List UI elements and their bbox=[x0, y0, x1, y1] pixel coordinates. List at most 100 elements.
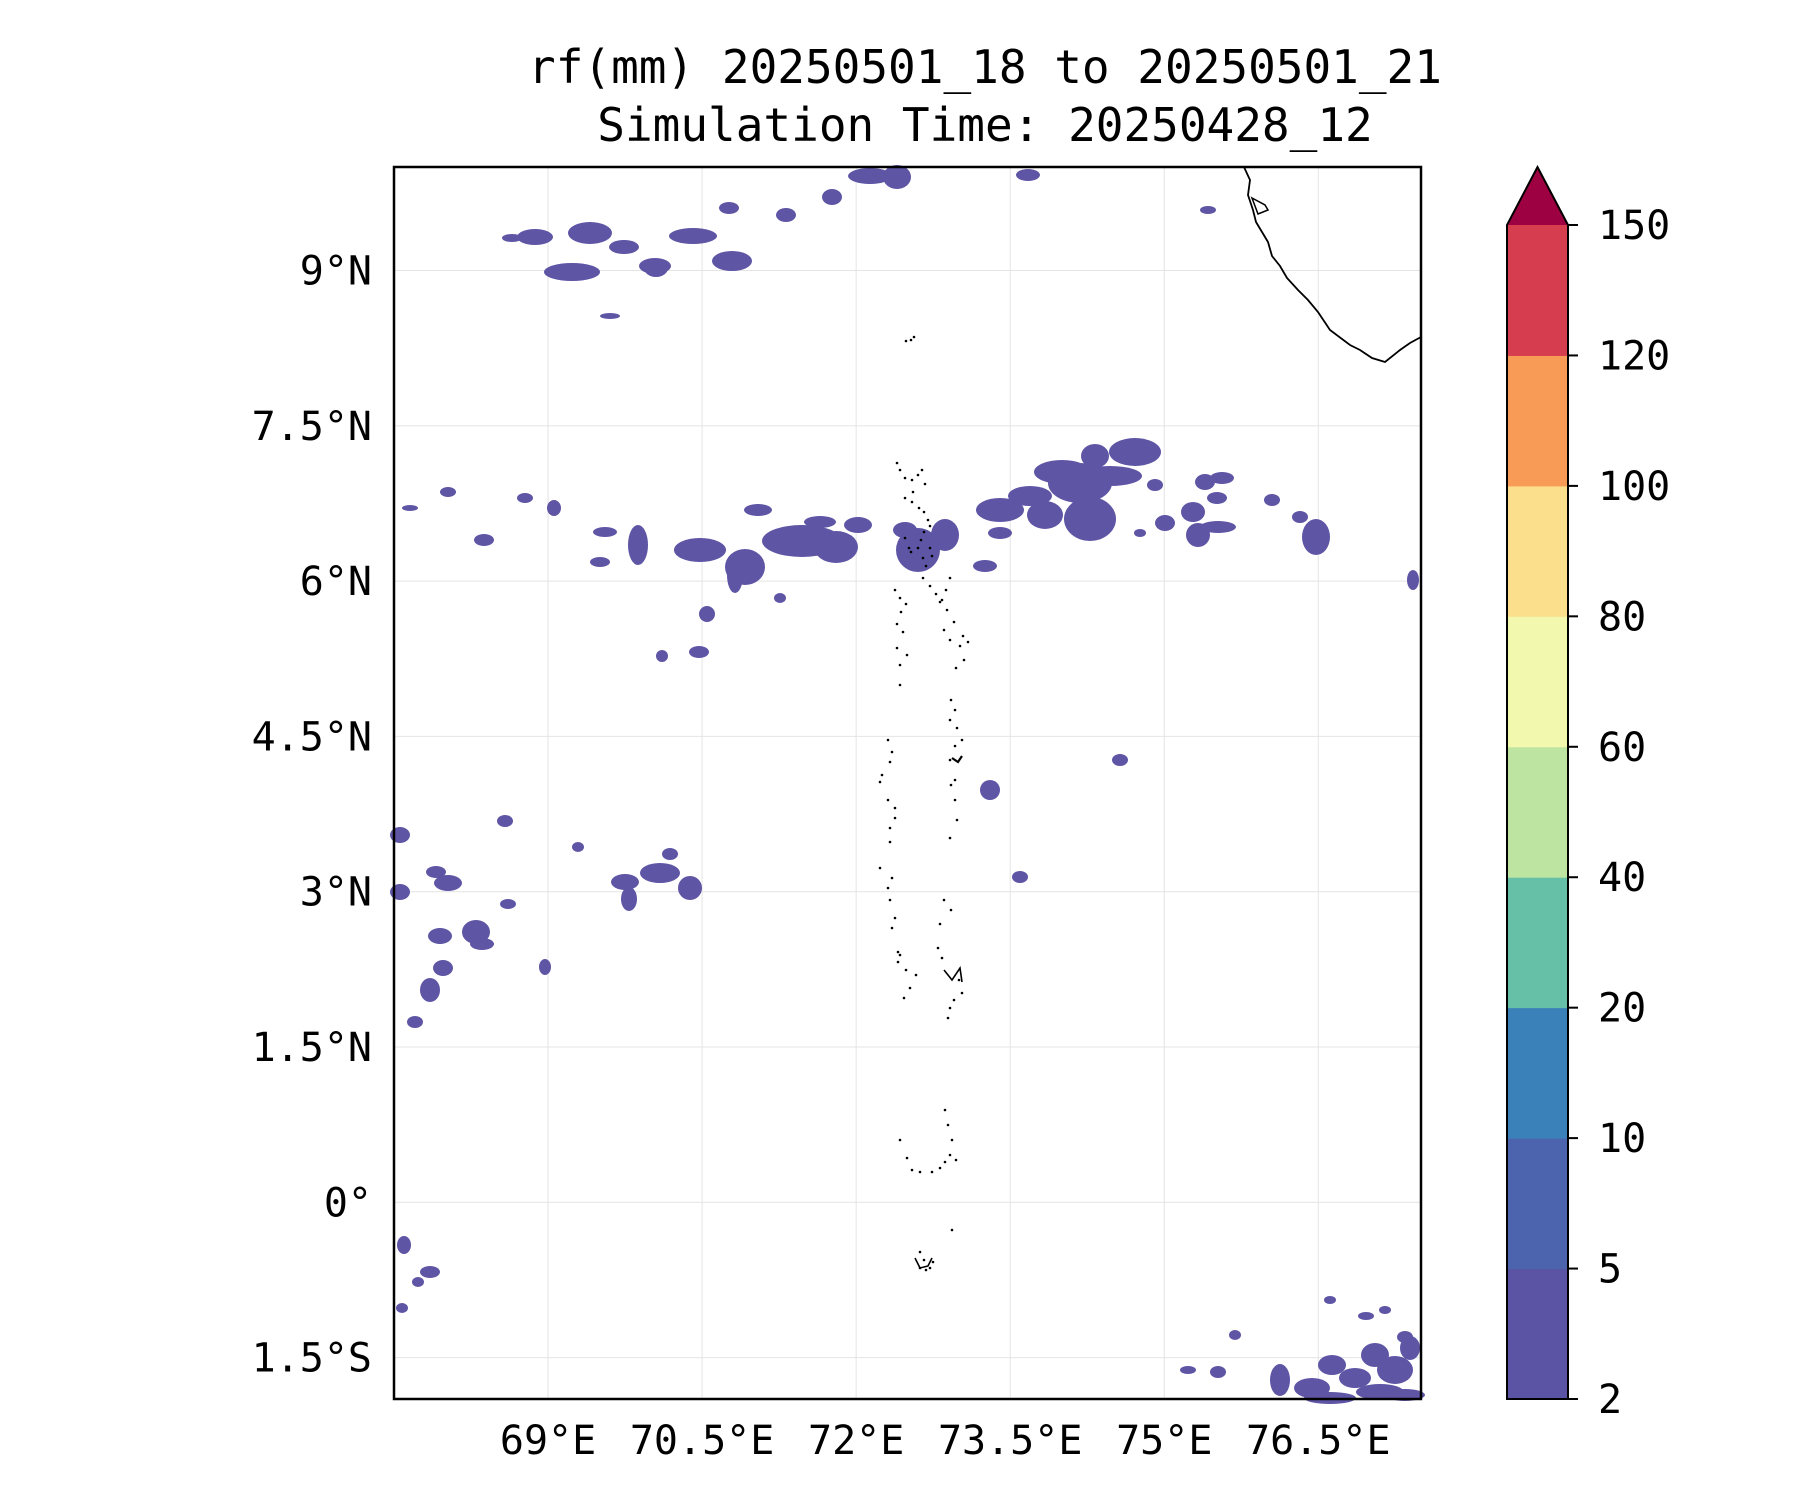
rain-contour bbox=[397, 1236, 411, 1254]
island-outline bbox=[907, 546, 911, 550]
island-outline bbox=[946, 1123, 950, 1127]
rain-contour bbox=[662, 848, 678, 860]
rain-contour bbox=[474, 534, 494, 546]
island-outline bbox=[928, 1266, 932, 1270]
rain-contour bbox=[1078, 466, 1142, 486]
island-outline bbox=[948, 1006, 952, 1010]
rain-contour bbox=[517, 229, 553, 245]
coast-inlet bbox=[1250, 196, 1270, 215]
island-outline bbox=[888, 840, 892, 844]
colorbar-segment bbox=[1507, 746, 1568, 878]
rain-contour bbox=[600, 313, 620, 319]
island-outline bbox=[909, 338, 913, 342]
island-outline bbox=[938, 600, 942, 604]
island-outline bbox=[914, 973, 918, 977]
island-outline bbox=[930, 1170, 934, 1174]
island-outline bbox=[908, 986, 912, 990]
island-outline bbox=[960, 991, 964, 995]
island-outline bbox=[940, 598, 944, 602]
island-outline bbox=[910, 500, 914, 504]
rain-contour bbox=[896, 528, 940, 572]
rain-contour bbox=[973, 560, 997, 572]
island-outline bbox=[916, 546, 920, 550]
island-outline bbox=[904, 339, 908, 343]
island-outline bbox=[898, 596, 902, 600]
rain-contour bbox=[611, 874, 639, 890]
island-outline bbox=[890, 876, 894, 880]
island-outline bbox=[893, 588, 897, 592]
rain-contour bbox=[572, 842, 584, 852]
rain-contour bbox=[1407, 570, 1419, 590]
rain-contour bbox=[1109, 438, 1161, 466]
rain-contour bbox=[502, 234, 522, 242]
rain-contour bbox=[844, 517, 872, 533]
island-outline bbox=[938, 922, 942, 926]
rain-contour bbox=[1200, 206, 1216, 214]
rain-contour bbox=[848, 168, 892, 184]
lat-tick-label: 1.5°S bbox=[252, 1336, 372, 1382]
island-outline bbox=[943, 1160, 947, 1164]
rain-contour bbox=[593, 527, 617, 537]
island-outline bbox=[940, 956, 944, 960]
island-outline bbox=[948, 1153, 952, 1157]
island-outline bbox=[909, 550, 913, 554]
island-outline bbox=[886, 886, 890, 890]
rain-contour bbox=[669, 228, 717, 244]
rain-contour bbox=[689, 646, 709, 658]
latitude-ticks: 9°N 7.5°N 6°N 4.5°N 3°N 1.5°N 0° 1.5°S bbox=[252, 249, 372, 1382]
colorbar-tick-label: 40 bbox=[1598, 855, 1646, 901]
longitude-ticks: 69°E 70.5°E 72°E 73.5°E 75°E 76.5°E bbox=[500, 1418, 1391, 1464]
rain-contour bbox=[1112, 754, 1128, 766]
colorbar-segment bbox=[1507, 616, 1568, 748]
rain-contour bbox=[402, 505, 418, 511]
rain-contour bbox=[1377, 1356, 1413, 1384]
island-outline bbox=[948, 836, 952, 840]
island-outline bbox=[921, 576, 925, 580]
island-outline bbox=[896, 950, 900, 954]
island-outline bbox=[938, 1166, 942, 1170]
rain-contour bbox=[440, 487, 456, 497]
lat-tick-label: 7.5°N bbox=[252, 404, 372, 450]
rain-contour bbox=[1180, 1366, 1196, 1374]
rain-contour bbox=[412, 1277, 424, 1287]
rain-contour bbox=[822, 189, 842, 205]
island-outline bbox=[898, 1138, 902, 1142]
colorbar-tick-label: 80 bbox=[1598, 594, 1646, 640]
lon-tick-label: 73.5°E bbox=[938, 1418, 1083, 1464]
island-outline bbox=[922, 510, 926, 514]
rain-contour bbox=[517, 493, 533, 503]
island-outline bbox=[950, 1138, 954, 1142]
rain-contour bbox=[1210, 472, 1234, 484]
colorbar-outline bbox=[1506, 164, 1569, 1400]
rain-contour bbox=[727, 557, 743, 593]
rain-contour bbox=[1210, 1366, 1226, 1378]
rain-contour bbox=[656, 650, 668, 662]
rain-contour bbox=[674, 538, 726, 562]
colorbar-tick-label: 150 bbox=[1598, 203, 1670, 249]
rain-contour bbox=[420, 1266, 440, 1278]
island-outline bbox=[936, 946, 940, 950]
island-outline bbox=[905, 653, 909, 657]
rain-contour bbox=[1155, 515, 1175, 531]
island-outline bbox=[893, 816, 897, 820]
island-outline bbox=[916, 473, 920, 477]
island-outline bbox=[895, 461, 899, 465]
island-outline bbox=[949, 698, 953, 702]
island-outline bbox=[921, 556, 925, 560]
gridlines bbox=[394, 167, 1421, 1399]
island-outline bbox=[953, 708, 957, 712]
island-outline bbox=[953, 744, 957, 748]
island-outline bbox=[895, 622, 899, 626]
island-outline bbox=[886, 738, 890, 742]
island-outline bbox=[954, 666, 958, 670]
island-outline bbox=[928, 584, 932, 588]
island-outline bbox=[903, 496, 907, 500]
rain-contour bbox=[1318, 1355, 1346, 1375]
island-outline bbox=[924, 564, 928, 568]
island-outline bbox=[945, 608, 949, 612]
island-outline bbox=[901, 630, 905, 634]
title-line-1: rf(mm) 20250501_18 to 20250501_21 bbox=[528, 40, 1442, 94]
lon-tick-label: 75°E bbox=[1116, 1418, 1212, 1464]
island-outline bbox=[942, 898, 946, 902]
rain-contour bbox=[470, 938, 494, 950]
